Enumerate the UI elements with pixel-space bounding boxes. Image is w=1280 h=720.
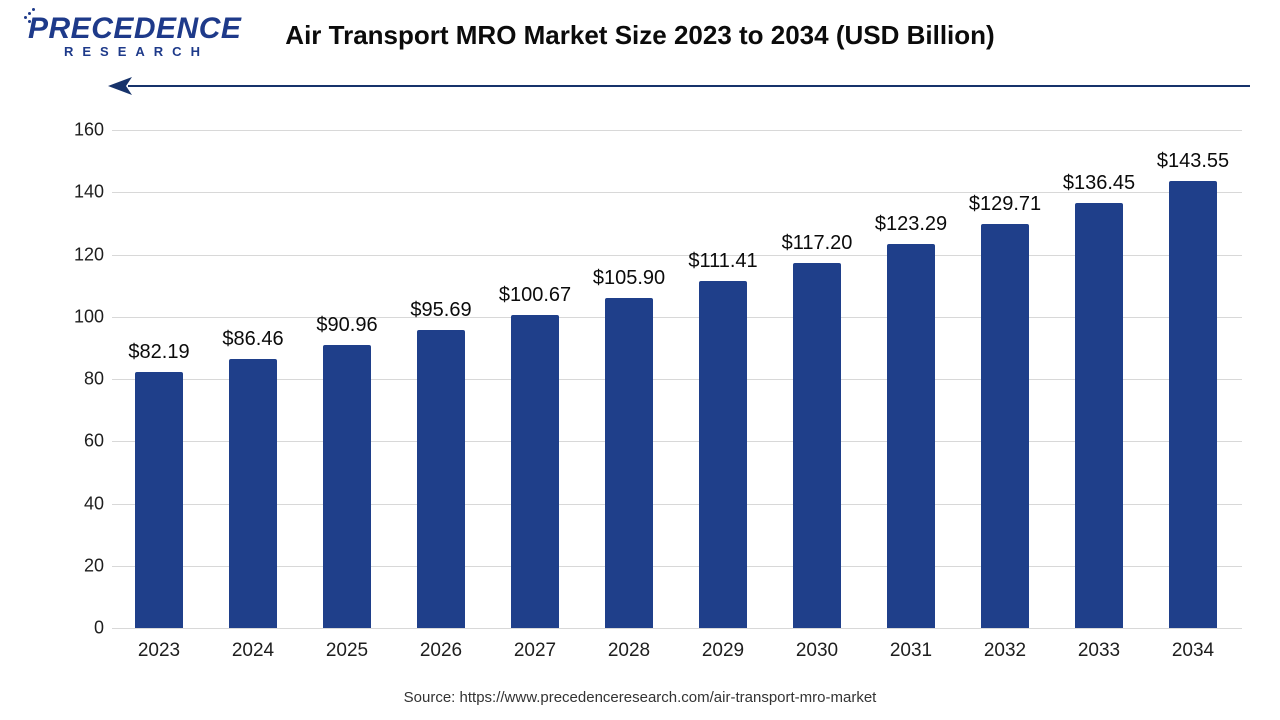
y-tick-label: 60 — [64, 431, 104, 452]
bar-slot: $111.412029 — [676, 130, 770, 628]
x-tick-label: 2027 — [514, 640, 556, 662]
bar-slot: $86.462024 — [206, 130, 300, 628]
x-tick-label: 2024 — [232, 640, 274, 662]
x-tick-label: 2023 — [138, 640, 180, 662]
x-tick-label: 2034 — [1172, 640, 1214, 662]
bar — [793, 263, 841, 628]
bar — [1169, 181, 1217, 628]
bar — [699, 281, 747, 628]
bar-slot: $123.292031 — [864, 130, 958, 628]
bar-value-label: $86.46 — [222, 328, 283, 351]
y-tick-label: 140 — [64, 182, 104, 203]
bar — [981, 224, 1029, 628]
bar-slot: $100.672027 — [488, 130, 582, 628]
bar-value-label: $82.19 — [128, 341, 189, 364]
bar-value-label: $117.20 — [782, 232, 853, 255]
x-tick-label: 2025 — [326, 640, 368, 662]
bar-slot: $105.902028 — [582, 130, 676, 628]
bar-value-label: $143.55 — [1157, 150, 1229, 173]
bar-slot: $82.192023 — [112, 130, 206, 628]
bar-slot: $117.202030 — [770, 130, 864, 628]
y-tick-label: 120 — [64, 244, 104, 265]
bar — [417, 330, 465, 628]
x-tick-label: 2028 — [608, 640, 650, 662]
gridline — [112, 628, 1242, 629]
bar — [887, 244, 935, 628]
y-tick-label: 20 — [64, 555, 104, 576]
bar — [1075, 203, 1123, 628]
bar-slot: $90.962025 — [300, 130, 394, 628]
bar-value-label: $136.45 — [1063, 172, 1135, 195]
bar-slot: $95.692026 — [394, 130, 488, 628]
bar-value-label: $111.41 — [688, 250, 757, 273]
y-tick-label: 0 — [64, 618, 104, 639]
chart-plot-area: 020406080100120140160$82.192023$86.46202… — [112, 130, 1242, 628]
source-citation: Source: https://www.precedenceresearch.c… — [0, 689, 1280, 706]
bar-value-label: $95.69 — [410, 299, 471, 322]
x-tick-label: 2026 — [420, 640, 462, 662]
x-tick-label: 2031 — [890, 640, 932, 662]
arrow-left-icon — [108, 76, 136, 96]
bar — [605, 298, 653, 628]
x-tick-label: 2033 — [1078, 640, 1120, 662]
y-tick-label: 160 — [64, 120, 104, 141]
bar-value-label: $129.71 — [969, 193, 1041, 216]
bar — [135, 372, 183, 628]
x-tick-label: 2030 — [796, 640, 838, 662]
x-tick-label: 2032 — [984, 640, 1026, 662]
chart-title: Air Transport MRO Market Size 2023 to 20… — [0, 20, 1280, 51]
bar-value-label: $105.90 — [593, 267, 665, 290]
y-tick-label: 100 — [64, 306, 104, 327]
bar-slot: $136.452033 — [1052, 130, 1146, 628]
bar-value-label: $123.29 — [875, 213, 947, 236]
y-tick-label: 40 — [64, 493, 104, 514]
bar — [511, 315, 559, 628]
bar — [323, 345, 371, 628]
arrow-decoration-line — [128, 85, 1250, 87]
bar-value-label: $100.67 — [499, 284, 571, 307]
bar-value-label: $90.96 — [316, 314, 377, 337]
y-tick-label: 80 — [64, 369, 104, 390]
bar-slot: $129.712032 — [958, 130, 1052, 628]
bar-slot: $143.552034 — [1146, 130, 1240, 628]
x-tick-label: 2029 — [702, 640, 744, 662]
bar — [229, 359, 277, 628]
